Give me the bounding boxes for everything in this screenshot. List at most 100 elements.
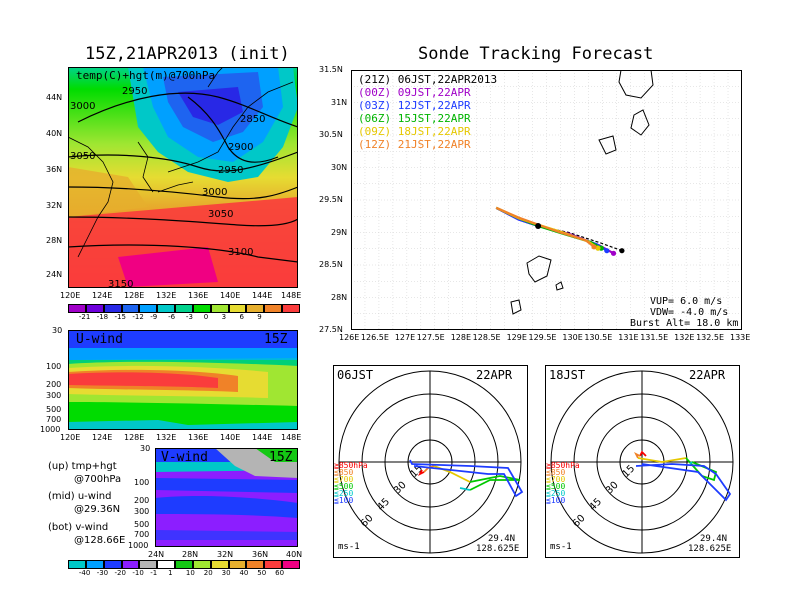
colorbar-label: -20 (114, 569, 126, 577)
map-label: temp(C)+hgt(m)@700hPa (76, 69, 216, 82)
track-legend: (21Z) 06JST,22APR2013 (00Z) 09JST,22APR … (358, 73, 497, 151)
landing-point (610, 250, 617, 256)
hodo-legend-entry: ≦100 (546, 496, 566, 505)
temp-colorbar-labels: -21 -18 -15 -12 -9 -6 -3 0 3 6 9 (68, 313, 300, 323)
track-plot (351, 70, 742, 330)
hodo-wind-trace (417, 469, 425, 477)
hodo-legend-entry: ≦500 (334, 482, 354, 491)
colorbar-swatch (282, 304, 300, 313)
landing-point (619, 248, 625, 254)
colorbar-label: 30 (221, 569, 231, 577)
colorbar-label: -6 (168, 313, 176, 321)
track-lat-label: 28N (331, 292, 348, 302)
colorbar-label: -18 (96, 313, 109, 321)
landing-point (604, 248, 610, 254)
track-line (495, 207, 623, 252)
map-lon-label: 140E (220, 291, 241, 300)
legend-entry: (21Z) 06JST,22APR2013 (358, 73, 498, 86)
island-outline (630, 109, 650, 136)
u-lon-label: 120E (60, 433, 81, 442)
hodo-wind-trace (469, 475, 521, 491)
hodo-wind-trace (635, 463, 732, 502)
map-lon-label: 120E (60, 291, 81, 300)
track-lon-label: 126E (339, 333, 360, 342)
legend-entry: (06Z) 15JST,22APR (358, 112, 471, 125)
u-wind-svg (68, 330, 298, 430)
v-lat-label: 40N (286, 550, 303, 559)
hodo-legend-entry: ≦250 (334, 489, 354, 498)
colorbar-swatch (282, 560, 300, 569)
track-lon-label: 130E (562, 333, 583, 342)
v-p-label: 100 (134, 478, 150, 487)
contour-label: 3000 (70, 101, 96, 112)
colorbar-swatch (85, 560, 104, 569)
hodo-legend-entry: ≧850hPa (334, 461, 368, 470)
u-lon-label: 124E (92, 433, 113, 442)
v-wind-panel: V-wind 15Z (155, 448, 298, 547)
v-p-label: 500 (134, 520, 150, 529)
v-lat-label: 36N (252, 550, 269, 559)
colorbar-label: -40 (78, 569, 91, 577)
v-wind-colorbar-labels: -40 -30 -20 -10 -1 1 10 20 30 40 50 60 (68, 569, 300, 579)
note-top: (bot) v-wind (48, 522, 109, 533)
u-wind-panel: U-wind 15Z (68, 330, 298, 430)
left-title: 15Z,21APR2013 (init) (85, 44, 290, 64)
temp-colorbar (68, 304, 300, 313)
island-outline (618, 70, 654, 99)
hodo-date: 22APR (476, 368, 513, 382)
v-lat-label: 28N (182, 550, 199, 559)
burst-alt-param: Burst Alt= 18.0 km (630, 318, 739, 329)
u-lon-label: 144E (252, 433, 273, 442)
hodo-time: 18JST (549, 368, 586, 382)
v-lat-label: 32N (217, 550, 234, 559)
colorbar-label: 1 (168, 569, 173, 577)
track-lon-label: 128.5E (472, 333, 501, 342)
track-lon-label: 129.5E (528, 333, 557, 342)
legend-entry: (00Z) 09JST,22APR (358, 86, 471, 99)
hodo-legend: ≧850hPa ≦850 ≦700 ≦500 ≦250 ≦100 (334, 461, 368, 505)
hodo-lat: 29.4N (700, 534, 728, 544)
u-wind-time: 15Z (264, 332, 288, 347)
legend-entry: (12Z) 21JST,22APR (358, 138, 471, 151)
vdw-param: VDW= -4.0 m/s (650, 307, 729, 318)
hodo-legend-entry: ≦850 (546, 468, 566, 477)
map-lat-label: 32N (46, 201, 63, 210)
v-p-label: 1000 (128, 541, 149, 550)
island-outline (555, 281, 564, 291)
colorbar-swatch (85, 304, 104, 313)
track-lat-label: 29N (331, 227, 348, 237)
u-p-label: 200 (46, 380, 62, 389)
colorbar-swatch (264, 560, 283, 569)
hodo-time: 06JST (337, 368, 374, 382)
hodo-legend-entry: ≦250 (546, 489, 566, 498)
colorbar-label: -1 (150, 569, 158, 577)
contour-label: 2950 (218, 165, 244, 176)
u-lon-label: 136E (188, 433, 209, 442)
hodo-lat: 29.4N (488, 534, 516, 544)
hodo-wind-trace (689, 461, 693, 465)
hodo-legend-entry: ≦850 (334, 468, 354, 477)
u-lon-label: 132E (156, 433, 177, 442)
colorbar-swatch (103, 560, 122, 569)
v-wind-frame (155, 448, 298, 547)
u-p-label: 500 (46, 405, 62, 414)
note-bottom: @700hPa (74, 474, 122, 485)
colorbar-swatch (228, 304, 247, 313)
hodo-lon: 128.625E (476, 544, 520, 554)
colorbar-label: -9 (150, 313, 158, 321)
contour-label: 3050 (70, 151, 96, 162)
map-lon-label: 124E (92, 291, 113, 300)
colorbar-swatch (68, 560, 86, 569)
map-lat-label: 44N (46, 93, 63, 102)
colorbar-label: -21 (78, 313, 91, 321)
colorbar-swatch (192, 304, 211, 313)
map-lat-label: 36N (46, 165, 63, 174)
u-p-label: 100 (46, 362, 62, 371)
v-wind-time: 15Z (269, 450, 293, 465)
track-lat-label: 27.5N (319, 325, 343, 334)
hodo-legend: ≧850hPa ≦850 ≦700 ≦500 ≦250 ≦100 (546, 462, 580, 505)
colorbar-swatch (192, 560, 211, 569)
v-p-label: 300 (134, 507, 150, 516)
